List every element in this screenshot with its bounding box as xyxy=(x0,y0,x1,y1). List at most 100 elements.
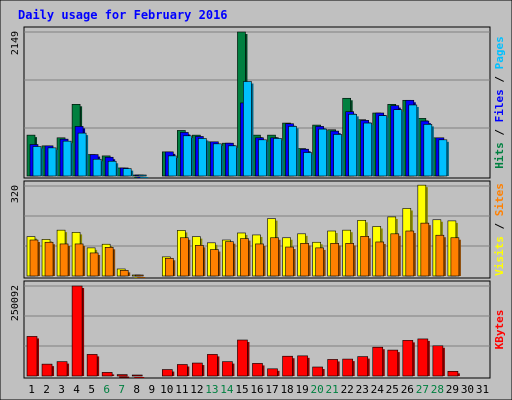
bar-sites-day-11 xyxy=(180,237,189,277)
bar-pages-day-17 xyxy=(273,138,282,177)
bar-kbytes-day-26 xyxy=(402,340,414,377)
bar-pages-day-15 xyxy=(243,81,252,177)
bar-pages-day-16 xyxy=(258,139,267,177)
bar-pages-day-5 xyxy=(92,158,102,177)
bar-sites-day-19 xyxy=(300,243,309,277)
bar-kbytes-day-19 xyxy=(297,355,308,377)
bar-kbytes-day-24 xyxy=(372,346,384,377)
day-label-14: 14 xyxy=(220,383,234,396)
bar-sites-day-21 xyxy=(330,243,339,277)
bar-pages-day-11 xyxy=(183,135,192,177)
bar-sites-day-24 xyxy=(375,241,385,277)
bar-sites-day-7 xyxy=(119,270,129,277)
bar-pages-day-27 xyxy=(423,124,433,177)
day-label-29: 29 xyxy=(446,383,459,396)
bar-sites-day-22 xyxy=(345,243,354,277)
bar-kbytes-day-6 xyxy=(101,372,113,377)
bar-sites-day-13 xyxy=(210,249,219,277)
y-max-label: 250092 xyxy=(10,285,21,321)
bar-sites-day-17 xyxy=(270,237,279,277)
bar-sites-day-16 xyxy=(255,243,264,277)
bar-kbytes-day-12 xyxy=(192,362,203,377)
legend-item: Files xyxy=(493,89,506,122)
bar-sites-day-23 xyxy=(360,236,370,277)
bar-pages-day-25 xyxy=(393,109,403,177)
bar-sites-day-18 xyxy=(285,246,294,277)
day-label-3: 3 xyxy=(58,383,65,396)
bar-sites-day-6 xyxy=(104,247,114,277)
bar-kbytes-day-23 xyxy=(357,356,369,377)
day-label-5: 5 xyxy=(88,383,95,396)
day-label-7: 7 xyxy=(118,383,125,396)
bar-pages-day-19 xyxy=(303,152,312,177)
day-label-20: 20 xyxy=(311,383,324,396)
bar-sites-day-27 xyxy=(420,222,430,277)
bar-kbytes-day-25 xyxy=(387,349,399,377)
bar-kbytes-day-28 xyxy=(432,345,444,377)
bar-pages-day-18 xyxy=(288,126,297,177)
legend-separator: / xyxy=(493,216,506,236)
bar-pages-day-23 xyxy=(363,122,373,177)
bar-sites-day-15 xyxy=(240,238,249,277)
bar-kbytes-day-11 xyxy=(177,364,188,377)
bar-pages-day-10 xyxy=(167,155,177,177)
legend-item: KBytes xyxy=(493,310,506,350)
bar-shadow xyxy=(140,177,149,178)
day-label-30: 30 xyxy=(461,383,474,396)
series-pages xyxy=(32,81,449,178)
legend-item: Hits xyxy=(493,142,506,169)
bar-pages-day-3 xyxy=(62,140,72,177)
bar-kbytes-day-16 xyxy=(252,363,263,377)
day-label-18: 18 xyxy=(280,383,293,396)
bar-pages-day-7 xyxy=(122,168,132,177)
day-label-25: 25 xyxy=(386,383,399,396)
bar-pages-day-24 xyxy=(378,115,388,177)
bar-sites-day-20 xyxy=(315,247,324,277)
day-label-1: 1 xyxy=(28,383,35,396)
series-sites xyxy=(29,222,461,278)
chart-title: Daily usage for February 2016 xyxy=(18,8,228,22)
legend-separator: / xyxy=(493,69,506,89)
legend-kbytes: KBytes xyxy=(493,310,506,350)
bar-kbytes-day-14 xyxy=(222,361,233,377)
bar-sites-day-5 xyxy=(89,252,99,277)
day-label-31: 31 xyxy=(476,383,489,396)
panel-hits-files-pages: 2149 Hits / Files / Pages xyxy=(10,26,506,179)
series-kbytes xyxy=(26,285,460,378)
bar-sites-day-14 xyxy=(225,241,234,277)
legend-hits-files-pages: Hits / Files / Pages xyxy=(493,36,506,169)
chart-panels: 2149 Hits / Files / Pages 320 Visits / Site… xyxy=(10,26,506,379)
panel-visits-sites: 320 Visits / Sites xyxy=(10,180,506,279)
day-label-9: 9 xyxy=(148,383,155,396)
day-label-15: 15 xyxy=(235,383,248,396)
day-label-16: 16 xyxy=(250,383,263,396)
bar-kbytes-day-18 xyxy=(282,355,293,377)
day-label-6: 6 xyxy=(103,383,110,396)
day-label-26: 26 xyxy=(401,383,414,396)
day-label-27: 27 xyxy=(416,383,429,396)
bar-kbytes-day-17 xyxy=(267,368,278,377)
day-label-19: 19 xyxy=(295,383,308,396)
bar-shadow xyxy=(137,277,146,278)
bar-kbytes-day-8 xyxy=(131,374,143,377)
bar-pages-day-20 xyxy=(318,128,327,177)
bar-shadow xyxy=(119,376,130,378)
day-label-2: 2 xyxy=(43,383,50,396)
day-label-21: 21 xyxy=(326,383,339,396)
bar-pages-day-22 xyxy=(348,114,357,177)
bar-kbytes-day-3 xyxy=(56,361,68,377)
day-label-23: 23 xyxy=(356,383,369,396)
y-max-label: 320 xyxy=(10,185,21,203)
bar-kbytes-day-20 xyxy=(312,366,323,377)
bar-kbytes-day-21 xyxy=(327,359,338,377)
bar-kbytes-day-13 xyxy=(207,354,218,377)
day-label-24: 24 xyxy=(371,383,385,396)
bar-kbytes-day-4 xyxy=(71,285,83,377)
bar-pages-day-14 xyxy=(228,145,237,177)
bar-kbytes-day-27 xyxy=(417,338,429,377)
x-axis-days: 1 2 3 4 5 6 7 8 9 10 11 12 13 14 15 16 17 18 19 20 21 22 23 24 2… xyxy=(28,383,489,396)
y-max-label: 2149 xyxy=(10,31,21,55)
bar-kbytes-day-15 xyxy=(237,339,248,377)
